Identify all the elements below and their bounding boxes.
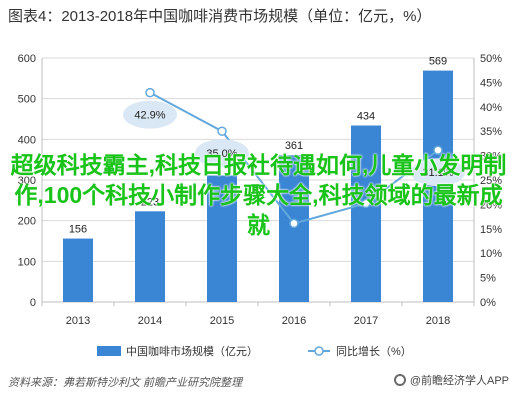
y-left-tick-label: 600 <box>18 53 36 65</box>
bar <box>351 125 381 302</box>
y-left-tick-label: 300 <box>18 175 36 187</box>
growth-point <box>433 145 443 155</box>
y-right-tick-label: 50% <box>480 53 502 65</box>
growth-point <box>361 198 371 209</box>
x-tick-label: 2015 <box>210 315 234 327</box>
bar <box>63 238 93 302</box>
x-tick-label: 2016 <box>282 315 306 327</box>
y-right-tick-label: 35% <box>480 126 502 138</box>
chart-title: 图表4：2013-2018年中国咖啡消费市场规模（单位：亿元，%） <box>8 8 432 25</box>
legend-label-bar: 中国咖啡市场规模（亿元） <box>126 344 258 358</box>
source-note: 资料来源：弗若斯特沙利文 前瞻产业研究院整理 <box>8 377 243 389</box>
growth-value-label: 42.9% <box>134 110 165 122</box>
bar-value-label: 361 <box>285 140 303 152</box>
bar <box>423 70 453 303</box>
growth-label-bubble <box>123 100 177 129</box>
y-right-tick-label: 0% <box>480 297 496 309</box>
y-right-tick-label: 40% <box>480 102 502 114</box>
brand-text: @前瞻经济学人APP <box>409 375 509 387</box>
x-tick-label: 2014 <box>138 315 162 327</box>
x-tick-label: 2017 <box>354 315 378 327</box>
y-right-tick-label: 15% <box>480 224 502 236</box>
growth-point <box>289 218 299 229</box>
bar-value-label: 434 <box>357 111 375 123</box>
growth-point <box>217 126 227 136</box>
legend-label-line: 同比增长（%） <box>336 344 412 358</box>
bar-value-label: 569 <box>429 56 447 68</box>
y-left-tick-label: 0 <box>30 297 36 309</box>
bar-value-label: 156 <box>69 224 87 236</box>
bar <box>207 175 237 302</box>
growth-label-bubble <box>411 158 465 187</box>
growth-value-label: 35.0% <box>206 148 237 160</box>
x-tick-label: 2013 <box>66 315 90 327</box>
growth-value-label: 31.1% <box>422 167 453 179</box>
y-right-tick-label: 25% <box>480 175 502 187</box>
y-left-tick-label: 200 <box>18 216 36 228</box>
brand-mark: @前瞻经济学人APP <box>393 372 509 388</box>
brand-logo-icon <box>393 374 406 386</box>
bar <box>135 211 165 302</box>
y-left-tick-label: 100 <box>18 256 36 268</box>
bar <box>279 155 309 302</box>
y-right-tick-label: 30% <box>480 151 502 163</box>
y-right-tick-label: 45% <box>480 77 502 89</box>
y-left-tick-label: 400 <box>18 134 36 146</box>
growth-point <box>145 87 155 98</box>
bar-value-label: 223 <box>141 196 159 208</box>
y-right-tick-label: 10% <box>480 248 502 260</box>
y-left-tick-label: 500 <box>18 94 36 106</box>
x-tick-label: 2018 <box>426 315 450 327</box>
legend-swatch-bar <box>97 346 121 356</box>
y-right-tick-label: 20% <box>480 199 502 211</box>
y-right-tick-label: 5% <box>480 273 496 285</box>
legend-swatch-marker <box>314 346 324 356</box>
growth-label-bubble <box>195 139 249 168</box>
